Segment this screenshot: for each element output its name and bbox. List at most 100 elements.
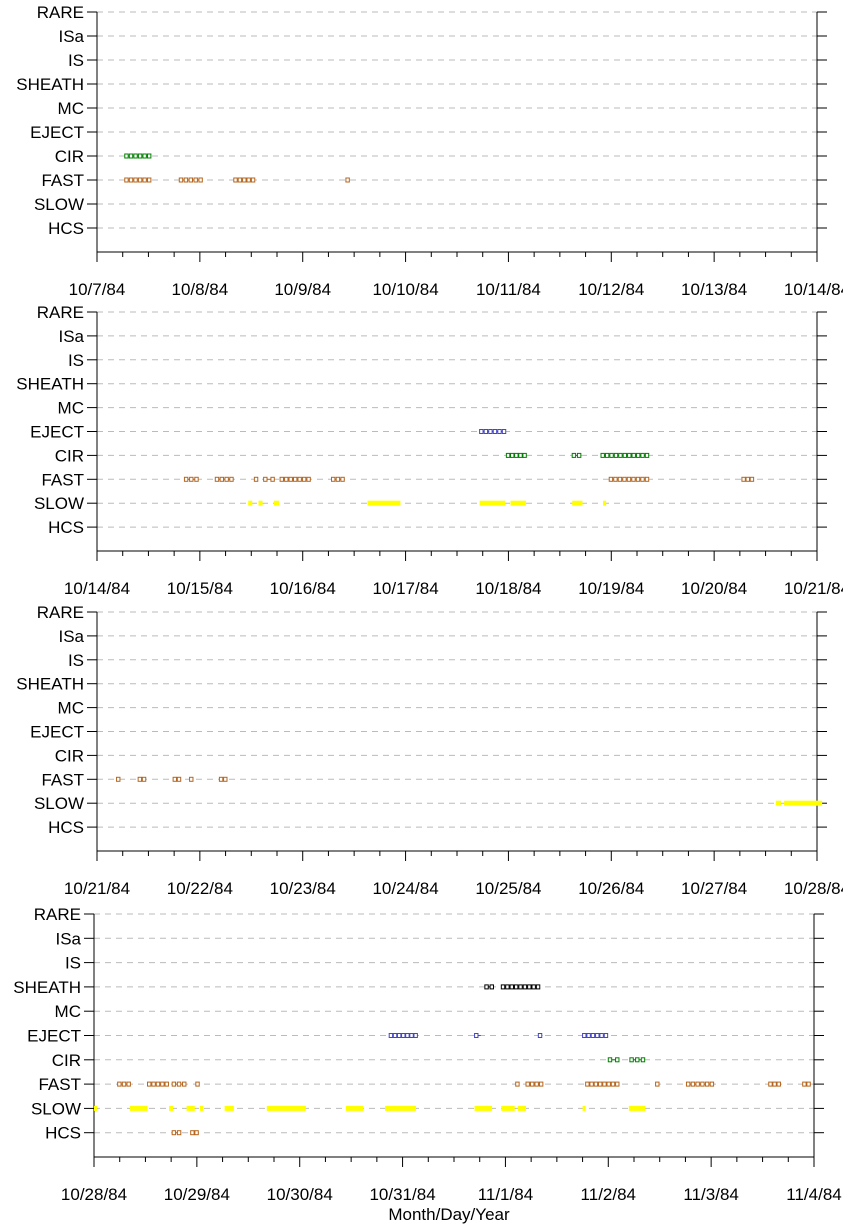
interval-marker: [223, 776, 228, 782]
interval-marker: [497, 429, 502, 434]
interval-marker: [484, 984, 489, 990]
interval-marker: [233, 177, 238, 183]
interval-marker: [655, 1081, 660, 1087]
interval-fast: [117, 1081, 131, 1087]
y-label-is: IS: [65, 954, 81, 973]
interval-slow: [474, 1105, 493, 1111]
interval-marker: [160, 1081, 165, 1087]
x-tick-label: 10/18/84: [475, 579, 541, 598]
interval-marker: [501, 429, 507, 434]
interval-slow: [517, 1105, 526, 1111]
y-label-isa: ISa: [58, 27, 84, 46]
interval-slow: [248, 500, 253, 506]
interval-cir: [505, 452, 527, 458]
y-label-is: IS: [68, 51, 84, 70]
interval-marker: [146, 1081, 152, 1087]
interval-cir: [607, 1057, 620, 1063]
interval-marker: [195, 1081, 200, 1087]
interval-marker: [806, 1081, 811, 1087]
interval-marker: [488, 429, 493, 434]
interval-marker: [176, 1130, 182, 1136]
x-tick-label: 11/1/84: [478, 1185, 533, 1204]
x-tick-label: 10/28/84: [784, 879, 843, 898]
interval-marker: [176, 1081, 182, 1087]
y-label-fast: FAST: [41, 770, 84, 789]
x-tick-label: 10/8/84: [171, 280, 228, 299]
interval-slow: [510, 500, 526, 506]
interval-marker: [237, 177, 243, 183]
panel-4: RARE ISa IS SHEATH MC EJECT CIR FAST SLOW HCS 10/2…: [13, 905, 841, 1204]
interval-marker: [242, 177, 247, 183]
interval-marker: [306, 476, 311, 482]
interval-fast: [195, 1081, 200, 1087]
x-tick-label: 11/3/84: [683, 1185, 738, 1204]
y-label-isa: ISa: [58, 627, 84, 646]
interval-fast: [172, 776, 182, 782]
interval-fast: [608, 476, 650, 482]
interval-marker: [522, 452, 527, 458]
interval-marker: [593, 1081, 599, 1087]
interval-marker: [219, 476, 225, 482]
y-label-fast: FAST: [41, 470, 84, 489]
x-tick-label: 10/21/84: [64, 879, 130, 898]
interval-cir: [600, 452, 650, 458]
x-tick-label: 10/14/84: [784, 280, 843, 299]
y-label-sheath: SHEATH: [16, 375, 84, 394]
interval-marker: [685, 1081, 691, 1087]
interval-sheath: [500, 984, 541, 990]
interval-marker: [253, 476, 259, 482]
interval-marker: [644, 452, 650, 458]
x-axis-label: Month/Day/Year: [388, 1205, 510, 1224]
interval-fast: [741, 476, 755, 482]
interval-hcs: [190, 1130, 199, 1136]
panel-3: RARE ISa IS SHEATH MC EJECT CIR FAST SLOW HCS 10/2…: [16, 603, 843, 898]
interval-marker: [401, 1033, 406, 1038]
interval-marker: [141, 776, 147, 782]
x-tick-label: 10/14/84: [64, 579, 130, 598]
interval-marker: [603, 1033, 609, 1038]
interval-eject: [479, 429, 507, 434]
interval-marker: [518, 452, 523, 458]
interval-marker: [534, 1081, 539, 1087]
interval-marker: [331, 476, 336, 482]
interval-marker: [263, 476, 268, 482]
x-tick-label: 10/17/84: [372, 579, 438, 598]
y-label-rare: RARE: [37, 3, 84, 22]
y-label-rare: RARE: [37, 303, 84, 322]
interval-marker: [137, 776, 143, 782]
interval-marker: [608, 476, 614, 482]
interval-marker: [194, 1130, 199, 1136]
x-tick-label: 10/19/84: [578, 579, 644, 598]
interval-marker: [745, 476, 750, 482]
interval-marker: [571, 452, 577, 458]
interval-marker: [250, 177, 256, 183]
x-tick-label: 10/9/84: [274, 280, 331, 299]
interval-marker: [189, 776, 194, 782]
interval-marker: [599, 1033, 604, 1038]
y-label-mc: MC: [58, 399, 84, 418]
interval-marker: [183, 476, 189, 482]
x-tick-label: 10/25/84: [475, 879, 541, 898]
interval-eject: [537, 1033, 543, 1038]
interval-marker: [618, 452, 623, 458]
interval-slow: [130, 1105, 148, 1111]
interval-marker: [515, 1081, 520, 1087]
interval-marker: [142, 153, 147, 159]
y-label-cir: CIR: [55, 746, 84, 765]
interval-marker: [622, 452, 628, 458]
interval-marker: [513, 984, 519, 990]
interval-marker: [137, 153, 143, 159]
interval-marker: [514, 452, 519, 458]
interval-fast: [253, 476, 259, 482]
interval-marker: [489, 984, 494, 990]
interval-marker: [629, 1057, 634, 1063]
interval-slow: [169, 1105, 174, 1111]
interval-marker: [768, 1081, 773, 1087]
interval-marker: [613, 476, 618, 482]
interval-marker: [301, 476, 307, 482]
interval-marker: [749, 476, 755, 482]
interval-marker: [218, 776, 224, 782]
interval-marker: [600, 452, 605, 458]
interval-cir: [124, 153, 152, 159]
interval-marker: [776, 1081, 781, 1087]
